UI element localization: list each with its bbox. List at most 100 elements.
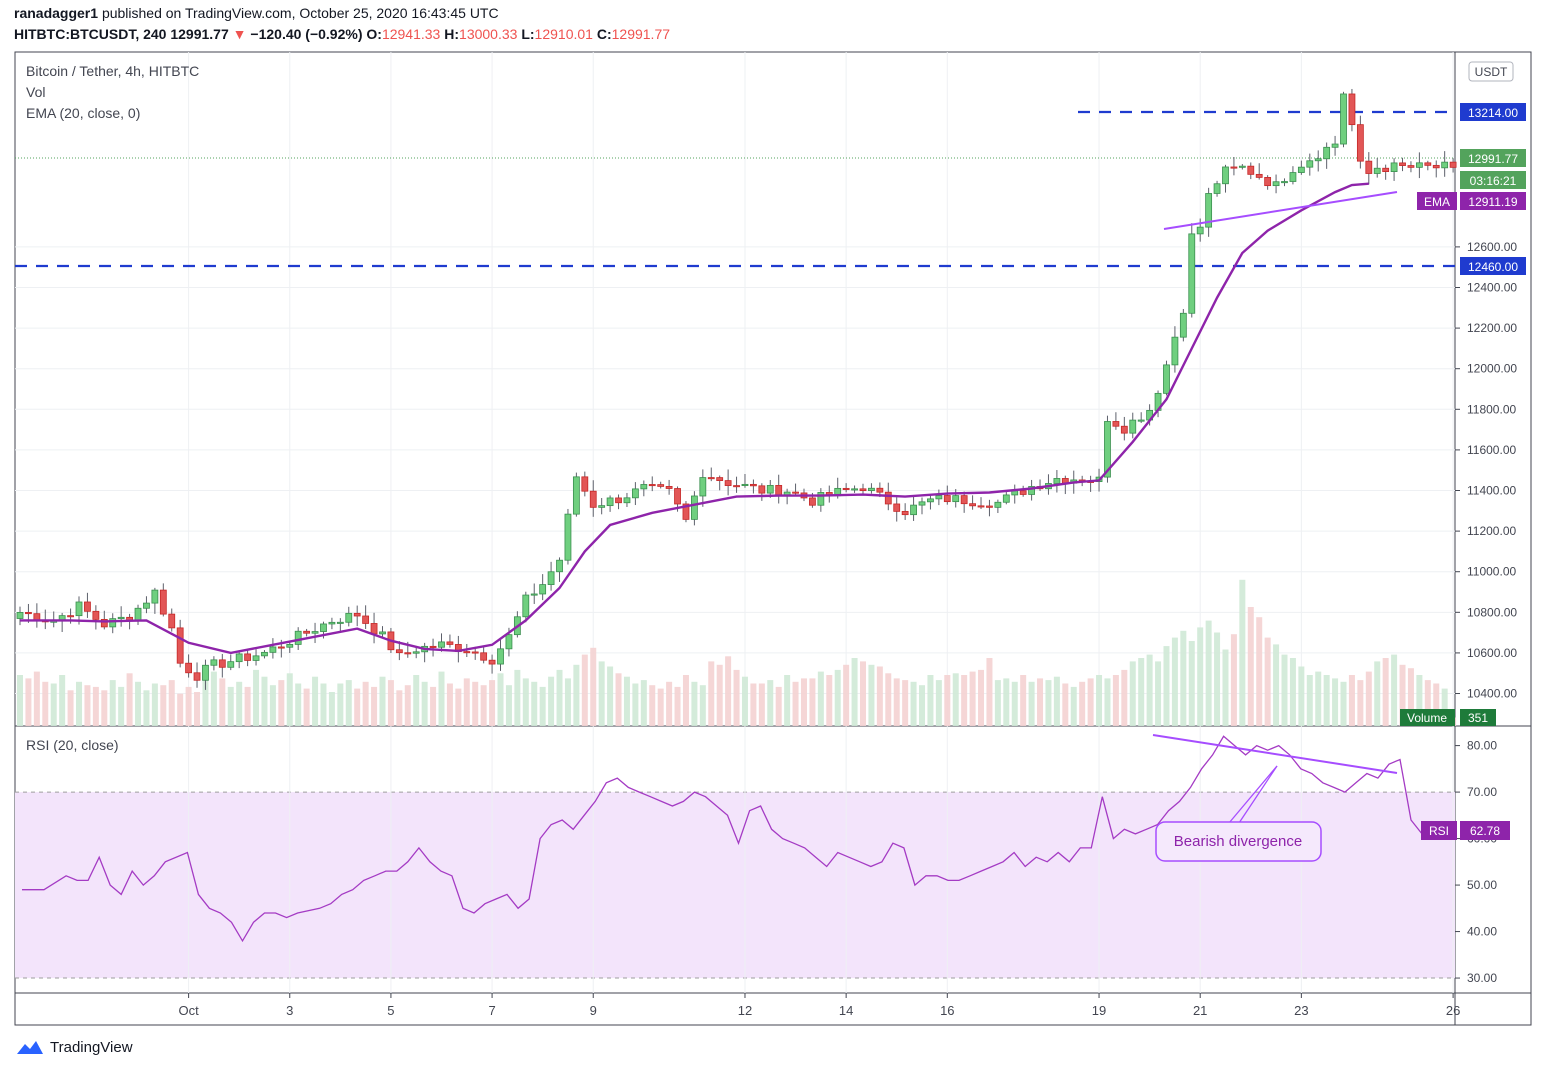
volume-bar (1332, 678, 1339, 726)
volume-bar (750, 683, 757, 726)
candle-body (530, 593, 538, 596)
candle-body (876, 487, 884, 493)
candle-body (311, 631, 319, 634)
publisher-name: ranadagger1 (14, 5, 99, 21)
divergence-callout[interactable] (1155, 821, 1322, 862)
volume-bar (1306, 675, 1313, 726)
volume-bar (50, 683, 57, 726)
close-label: C: (596, 26, 612, 42)
candle-body (792, 491, 799, 494)
volume-bar (514, 669, 521, 726)
volume-bar (33, 671, 40, 726)
candle-body (471, 651, 479, 654)
candle-body (766, 485, 774, 494)
volume-bar (969, 671, 976, 726)
volume-bar (1441, 688, 1448, 726)
volume-bar (1062, 683, 1069, 726)
volume-bar (817, 671, 824, 726)
candle-body (1179, 312, 1187, 338)
candle-body (1272, 181, 1280, 187)
volume-bar (261, 676, 268, 726)
volume-bar (548, 676, 555, 726)
time-tick-label: Oct (178, 1003, 199, 1018)
candle-body (1356, 124, 1364, 162)
volume-bar (1053, 676, 1060, 726)
volume-bar (1382, 658, 1389, 726)
candle-body (556, 559, 563, 573)
candle-body (505, 634, 513, 650)
main-series-legend[interactable]: Bitcoin / Tether, 4h, HITBTC (26, 63, 200, 79)
candle-body (1432, 164, 1440, 169)
candle-body (261, 651, 268, 657)
candle-body (918, 501, 926, 506)
volume-bar (244, 686, 251, 726)
price-tick-label: 11800.00 (1467, 402, 1516, 416)
candle-body (564, 513, 572, 561)
volume-bar (1104, 678, 1111, 726)
volume-bar (362, 681, 369, 726)
volume-bar (893, 678, 900, 726)
volume-bar (784, 675, 791, 726)
volume-bar (1298, 666, 1305, 726)
candle-body (750, 483, 757, 487)
candle-body (92, 610, 100, 620)
volume-bar (312, 676, 319, 726)
candle-body (589, 490, 597, 508)
volume-bar (1365, 671, 1372, 726)
ema-tag-label: EMA (1424, 195, 1450, 209)
candle-body (910, 504, 917, 516)
candle-body (741, 483, 749, 487)
volume-bar (1037, 678, 1044, 726)
candle-body (758, 485, 766, 494)
volume-bar (843, 664, 850, 726)
volume-bar (1273, 644, 1280, 726)
close-value: 12991.77 (611, 26, 671, 42)
high-value: 13000.33 (459, 26, 518, 42)
footer-brand[interactable]: TradingView (16, 1038, 133, 1056)
volume-bar (1315, 671, 1322, 726)
candle-body (943, 495, 951, 503)
volume-bar (1011, 681, 1018, 726)
candle-body (1163, 364, 1170, 394)
volume-bar (699, 685, 706, 726)
currency-badge-label: USDT (1475, 65, 1508, 79)
candle-body (412, 651, 420, 654)
volume-bar (354, 688, 361, 726)
candle-body (707, 477, 715, 480)
volume-bar (17, 675, 23, 726)
ema-line (20, 182, 1369, 655)
candle-body (1314, 158, 1322, 162)
candle-body (1213, 183, 1221, 194)
candle-body (716, 477, 724, 481)
candle-body (1415, 162, 1423, 168)
volume-tag (1400, 709, 1455, 726)
divergence-trendline[interactable] (1152, 734, 1398, 774)
rsi-tick-label: 30.00 (1467, 971, 1497, 985)
volume-bar (430, 686, 437, 726)
volume-bar (1079, 681, 1086, 726)
ema-legend[interactable]: EMA (20, close, 0) (26, 105, 141, 121)
volume-legend[interactable]: Vol (26, 84, 46, 100)
candle-body (960, 495, 968, 505)
volume-bar (1424, 680, 1431, 726)
volume-bar (860, 661, 866, 726)
open-label: O: (366, 26, 382, 42)
last-price-tag (1460, 149, 1526, 167)
currency-badge[interactable] (1468, 61, 1514, 82)
volume-bar (1247, 607, 1254, 726)
rsi-line (22, 735, 1456, 943)
volume-bar (303, 688, 310, 726)
support-trendline[interactable] (1163, 191, 1398, 230)
candle-body (986, 505, 993, 508)
rsi-value: 62.78 (1470, 824, 1500, 838)
rsi-legend[interactable]: RSI (20, close) (26, 737, 119, 753)
candle-body (809, 497, 816, 506)
volume-bar (1281, 654, 1288, 726)
volume-bar (775, 686, 782, 726)
volume-bar (531, 681, 538, 726)
price-tick-label: 10800.00 (1467, 605, 1517, 619)
volume-bar (160, 685, 167, 726)
volume-bar (118, 686, 125, 726)
volume-bar (413, 675, 420, 726)
